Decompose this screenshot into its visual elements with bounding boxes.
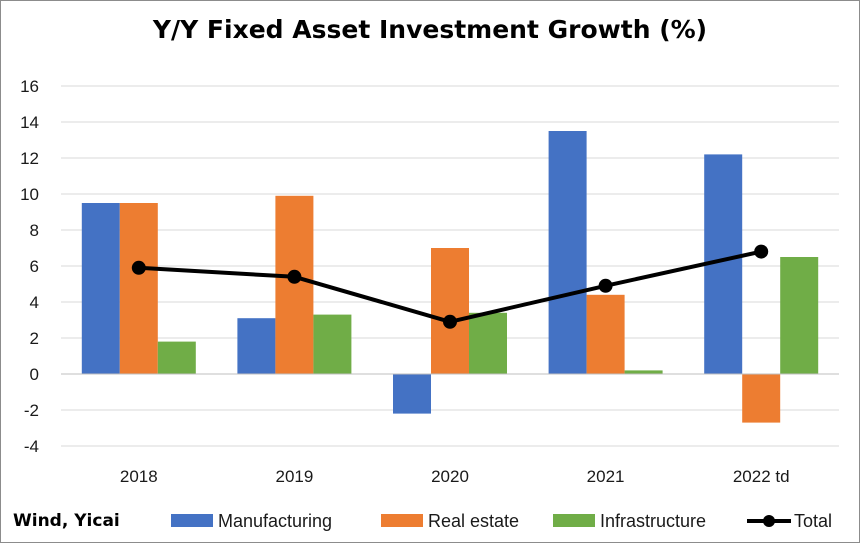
chart-title: Y/Y Fixed Asset Investment Growth (%) [152,15,708,44]
y-tick-label: 2 [30,329,39,348]
legend-marker-total [763,515,775,527]
bar-infrastructure [780,257,819,374]
bar-real-estate [742,374,781,423]
bar-manufacturing [237,318,276,374]
y-tick-label: 10 [20,185,39,204]
legend-swatch-infrastructure [553,514,595,527]
y-axis-ticks: 16 14 12 10 8 6 4 2 0 -2 -4 [20,77,39,456]
bar-real-estate [586,294,625,374]
x-tick-label: 2022 td [733,467,790,486]
point-total [287,269,302,284]
x-tick-label: 2020 [431,467,469,486]
y-tick-label: 8 [30,221,39,240]
bar-infrastructure [469,312,507,374]
x-tick-label: 2018 [120,467,158,486]
bar-infrastructure [157,341,196,374]
bar-infrastructure [313,314,352,374]
source-note: Wind, Yicai [13,511,120,531]
point-total [443,314,457,329]
bars [81,131,819,423]
legend-label-infrastructure: Infrastructure [600,511,706,531]
point-total [598,278,613,293]
x-tick-label: 2019 [275,467,313,486]
point-total [131,260,146,275]
bar-real-estate [275,195,314,374]
total-line-series [131,244,769,329]
legend-swatch-manufacturing [171,514,213,527]
legend-label-manufacturing: Manufacturing [218,511,332,531]
bar-real-estate [431,248,469,374]
bar-manufacturing [548,131,587,374]
point-total [754,244,769,259]
y-tick-label: 12 [20,149,39,168]
legend-label-total: Total [794,511,832,531]
x-tick-label: 2021 [587,467,625,486]
y-tick-label: -2 [24,401,39,420]
bar-infrastructure [624,370,663,374]
bar-real-estate [119,203,158,374]
y-tick-label: 4 [30,293,39,312]
y-tick-label: 14 [20,113,39,132]
bar-manufacturing [393,374,431,414]
bar-manufacturing [81,203,120,374]
y-tick-label: 16 [20,77,39,96]
legend: Manufacturing Real estate Infrastructure To… [171,511,832,531]
y-tick-label: -4 [24,437,39,456]
y-tick-label: 0 [30,365,39,384]
legend-label-real-estate: Real estate [428,511,519,531]
y-tick-label: 6 [30,257,39,276]
x-axis-ticks: 2018 2019 2020 2021 2022 td [120,467,790,486]
legend-swatch-real-estate [381,514,423,527]
